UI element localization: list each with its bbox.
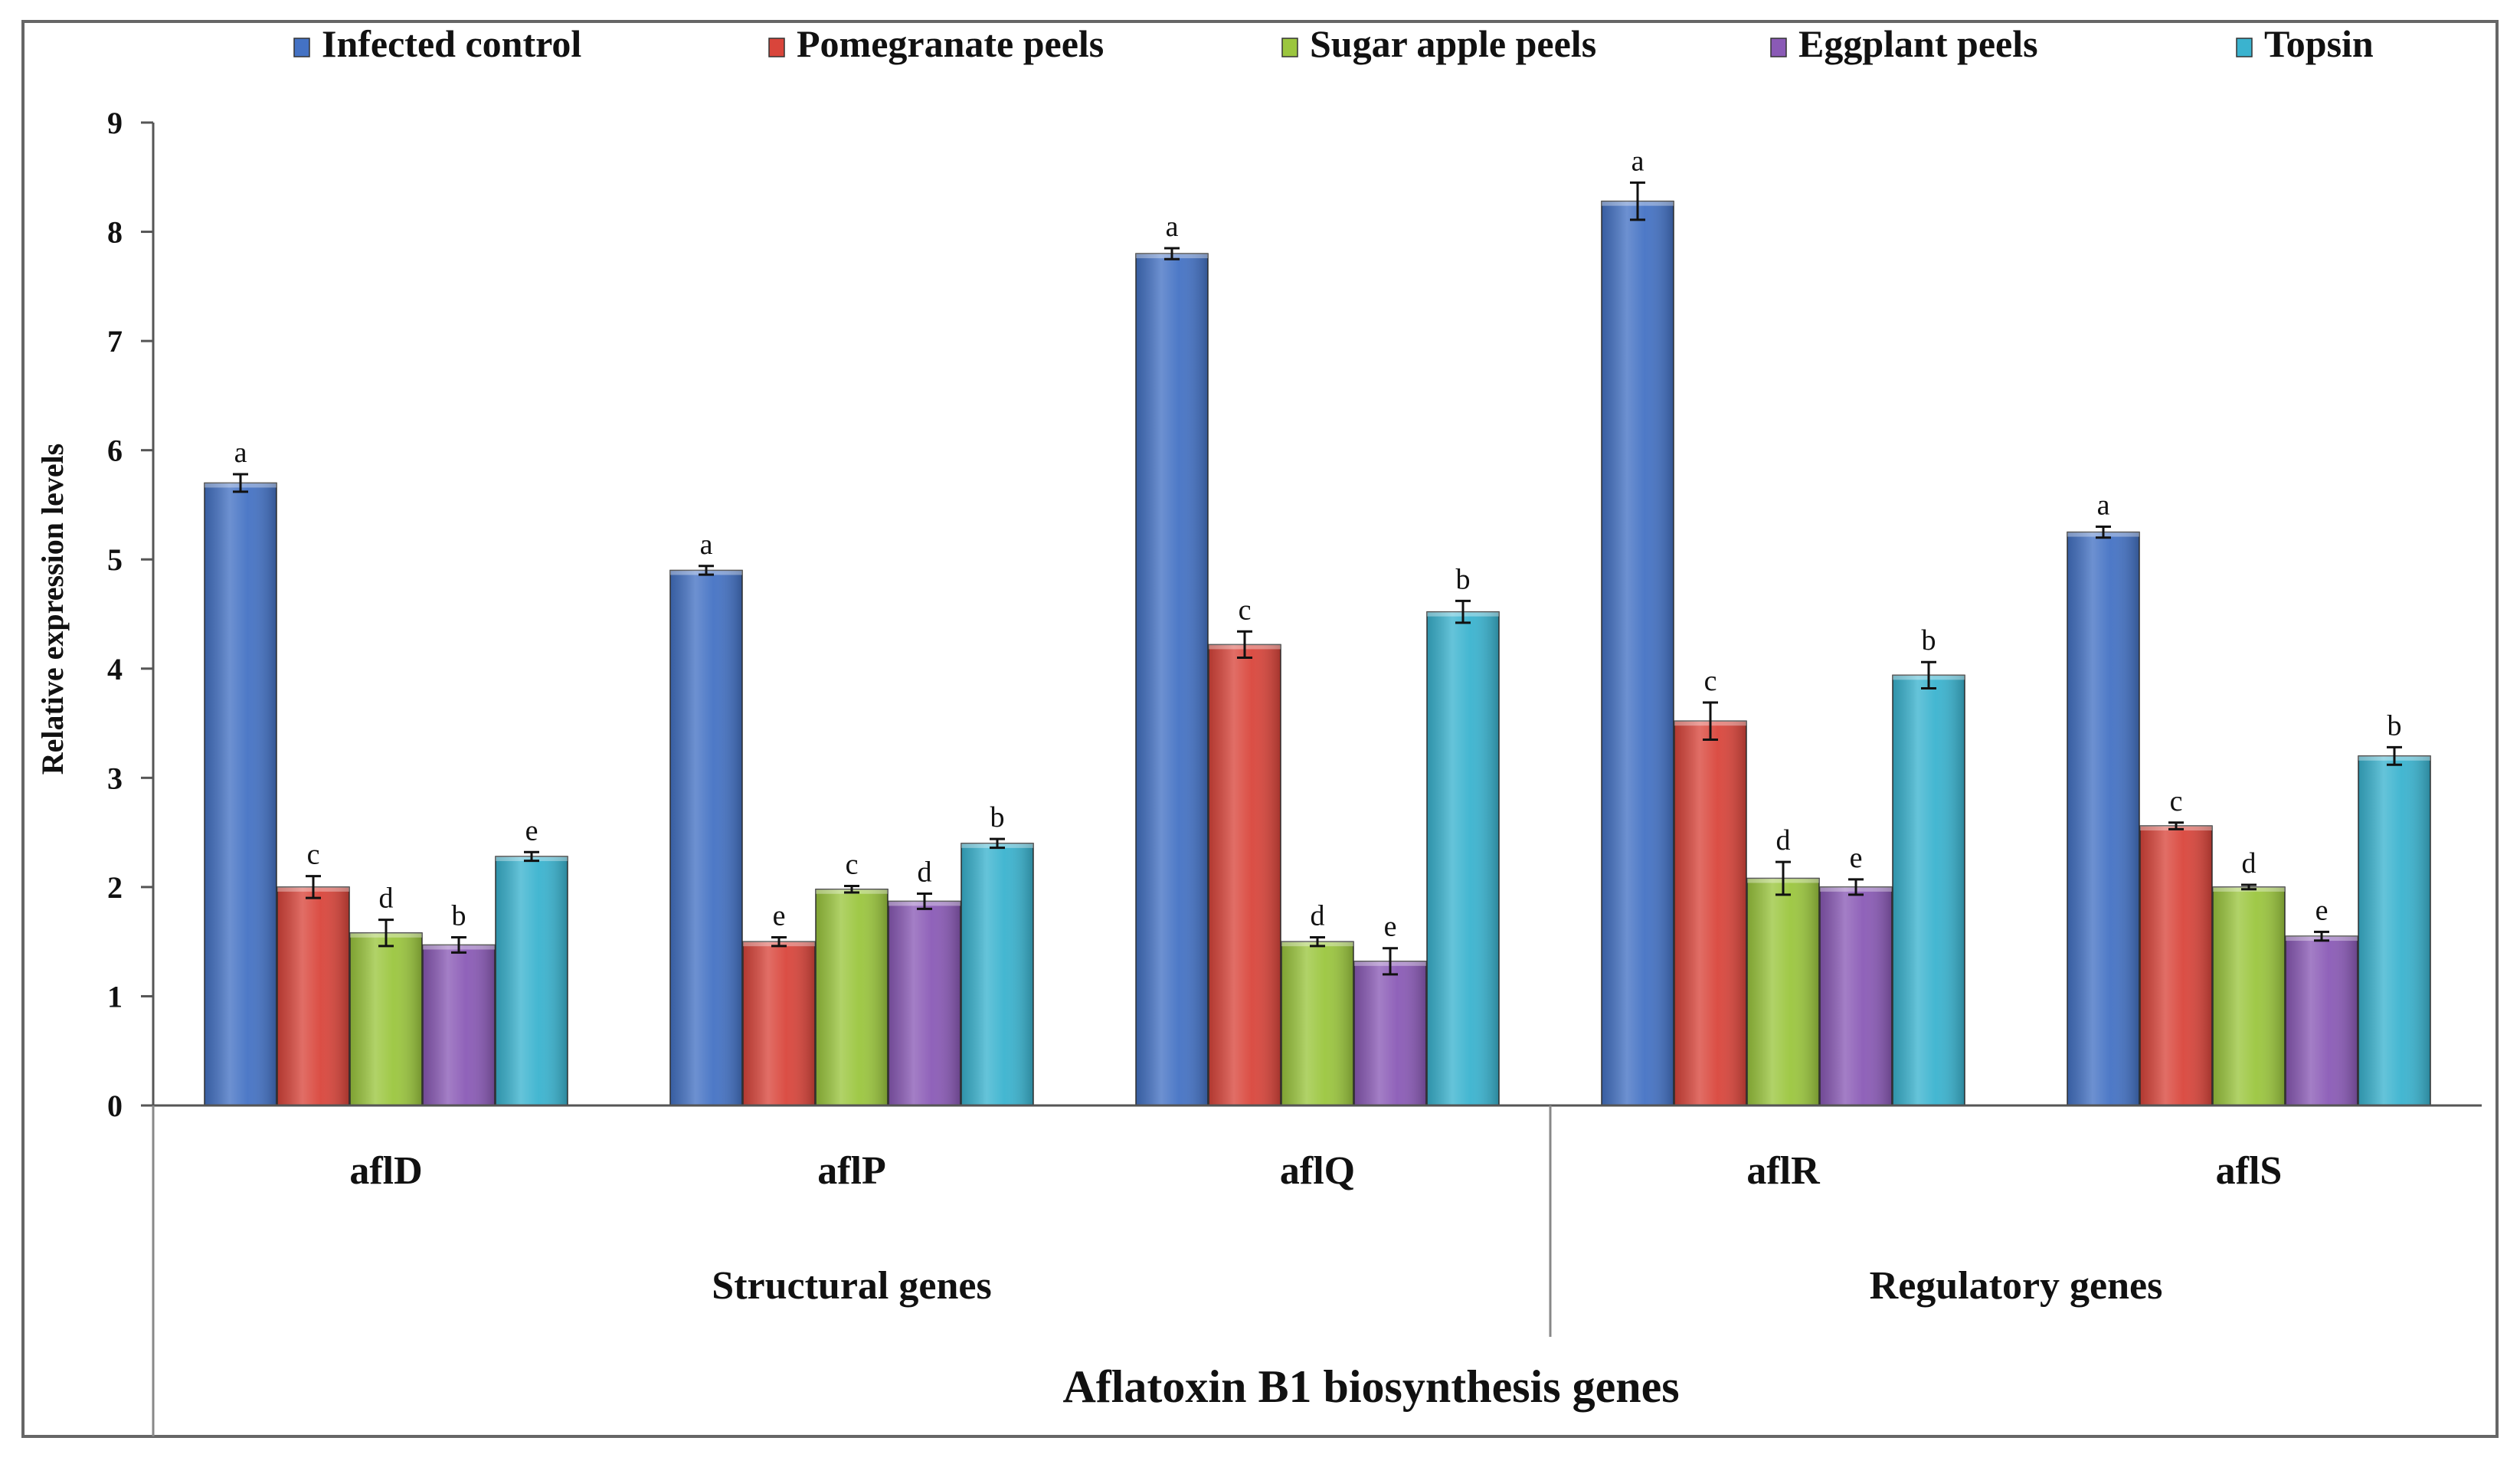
y-tick-label: 5 [107,542,123,577]
category-label: aflD [349,1149,422,1193]
significance-label: d [2242,847,2257,879]
y-axis: 0 1 2 3 4 5 6 7 8 9 [107,106,155,1123]
bar-shading [1602,201,1674,1105]
group-label: Structural genes [712,1264,991,1308]
y-tick-label: 1 [107,979,123,1014]
significance-label: e [525,814,538,847]
group-label: Regulatory genes [1870,1264,2163,1308]
y-tick-label: 2 [107,870,123,905]
bar-shading [2067,532,2139,1105]
legend-swatch [768,38,785,57]
y-tick-label: 0 [107,1089,123,1123]
bar-shading [496,856,568,1105]
bar-shading [1893,675,1965,1105]
bar-shading [277,886,349,1105]
bar-shading [1354,961,1426,1105]
significance-label: e [1384,911,1397,943]
significance-label: b [1922,624,1936,657]
significance-label: e [2315,894,2329,926]
significance-label: b [452,899,466,932]
bar-shading [743,942,815,1105]
legend-item: Infected control [322,22,581,65]
y-tick-label: 6 [107,434,123,468]
bar-shading [1281,942,1353,1105]
bar-shading [816,889,888,1105]
category-label: aflQ [1280,1149,1355,1193]
significance-label: c [2170,785,2183,817]
plot-area: a c d b e a e c d b a c d e b a c d e b a c d e b [204,145,2431,1106]
y-tick-label: 3 [107,761,123,795]
bar-shading [1209,644,1281,1105]
x-axis: aflD aflP aflQ aflR aflS Structural genes Regu… [152,1104,2482,1436]
legend-swatch [2236,38,2253,57]
significance-label: d [1311,899,1325,932]
legend-item: Topsin [2264,22,2374,65]
y-axis-title: Relative expression levels [35,444,70,775]
category-label: aflR [1746,1149,1821,1193]
category-label: aflS [2216,1149,2283,1193]
significance-label: a [1166,211,1179,243]
x-axis-title: Aflatoxin B1 biosynthesis genes [1062,1361,1679,1412]
significance-label: a [2097,489,2110,521]
bar-shading [670,570,742,1105]
significance-label: c [846,848,859,880]
bar-shading [1747,878,1819,1105]
bar-shading [1136,254,1208,1106]
bar-shading [961,843,1033,1105]
significance-label: c [1239,594,1252,626]
significance-label: b [1456,563,1471,595]
legend-item: Sugar apple peels [1310,22,1596,65]
bar-shading [2286,936,2358,1105]
significance-label: e [1850,842,1863,874]
significance-label: b [990,801,1005,834]
bar-shading [1674,721,1746,1105]
significance-label: a [1631,145,1645,177]
bar-shading [205,483,277,1105]
significance-label: d [918,856,932,888]
bar-shading [889,901,961,1105]
legend-item: Eggplant peels [1798,22,2038,65]
significance-label: a [234,437,247,469]
y-tick-label: 8 [107,215,123,250]
bar-shading [2213,886,2285,1105]
y-tick-label: 4 [107,652,123,686]
legend: Infected control Pomegranate peels Sugar a… [293,22,2374,65]
y-tick-label: 9 [107,106,123,140]
legend-swatch [1770,38,1787,57]
legend-item: Pomegranate peels [797,22,1104,65]
category-label: aflP [817,1149,886,1193]
bar-shading [1427,611,1499,1105]
bar-shading [2140,826,2212,1105]
bar-shading [2358,755,2430,1105]
significance-label: c [1704,665,1717,697]
bar-shading [1820,886,1892,1105]
legend-swatch [1281,38,1298,57]
bar-shading [350,932,422,1105]
bar-shading [423,945,495,1105]
significance-label: a [700,529,713,561]
significance-label: e [773,899,786,932]
significance-label: c [307,839,320,871]
y-tick-label: 7 [107,324,123,359]
legend-swatch [293,38,310,57]
significance-label: d [1776,824,1791,856]
significance-label: d [379,883,394,915]
significance-label: b [2387,709,2402,742]
